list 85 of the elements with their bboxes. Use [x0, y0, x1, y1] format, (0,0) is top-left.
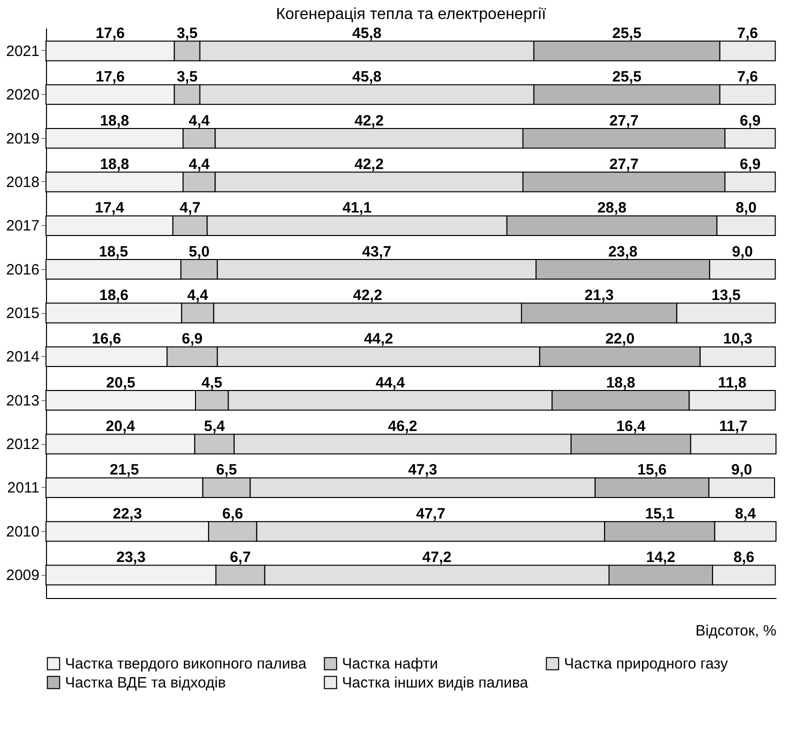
legend-label: Частка ВДЕ та відходів	[65, 674, 226, 692]
y-tick-label: 2013	[6, 392, 40, 410]
data-label: 11,7	[719, 418, 748, 436]
data-label: 21,3	[584, 287, 614, 304]
data-label: 18,8	[100, 156, 130, 173]
data-label: 18,8	[100, 112, 130, 130]
data-label: 45,8	[352, 68, 382, 86]
y-tick-label: 2015	[6, 305, 40, 322]
data-label: 3,5	[176, 68, 198, 86]
data-label: 45,8	[352, 24, 382, 42]
data-label: 42,2	[353, 287, 382, 304]
data-label: 22,3	[112, 505, 142, 522]
data-label: 21,5	[110, 462, 139, 479]
data-label: 10,3	[723, 330, 752, 348]
data-label: 6,9	[740, 156, 761, 173]
data-label: 20,5	[106, 374, 136, 392]
data-label: 5,0	[188, 243, 210, 260]
data-label: 4,7	[180, 200, 200, 217]
data-label: 6,5	[216, 462, 237, 479]
x-axis-title: Відсоток, %	[695, 622, 776, 640]
y-tick-label: 2010	[6, 523, 40, 540]
data-label: 9,0	[731, 462, 752, 479]
data-label: 47,7	[416, 505, 446, 522]
y-tick-label: 2009	[6, 567, 40, 584]
data-label: 15,6	[637, 462, 667, 479]
data-label: 8,6	[733, 549, 754, 566]
data-label: 47,3	[408, 462, 438, 479]
data-label: 5,4	[204, 418, 226, 436]
y-tick-label: 2016	[6, 261, 40, 278]
data-label: 9,0	[732, 243, 753, 260]
data-label: 43,7	[362, 243, 392, 260]
data-label: 20,4	[106, 418, 136, 436]
data-label: 27,7	[609, 156, 639, 173]
data-label: 6,9	[740, 112, 761, 130]
legend-label: Частка нафти	[342, 656, 438, 673]
data-label: 23,8	[608, 243, 638, 260]
legend-label: Частка твердого викопного палива	[65, 656, 308, 673]
data-label: 42,2	[354, 156, 384, 173]
y-tick-label: 2019	[6, 130, 40, 148]
data-label: 44,2	[364, 330, 394, 348]
y-tick-label: 2017	[6, 218, 40, 235]
data-label: 3,5	[176, 24, 198, 42]
data-label: 47,2	[422, 549, 452, 566]
data-label: 41,1	[342, 200, 372, 217]
legend-label: Частка природного газу	[564, 656, 728, 673]
data-label: 18,5	[98, 243, 128, 260]
data-label: 4,4	[187, 287, 209, 304]
data-label: 4,4	[188, 156, 210, 173]
data-label: 7,6	[737, 24, 758, 42]
data-label: 14,2	[646, 549, 676, 566]
legend-label: Частка інших видів палива	[342, 674, 529, 692]
data-label: 22,0	[605, 330, 635, 348]
data-label: 6,9	[182, 330, 203, 348]
y-tick-label: 2020	[6, 86, 40, 104]
data-label: 42,2	[354, 112, 384, 130]
data-label: 6,6	[222, 505, 244, 522]
data-label: 27,7	[609, 112, 639, 130]
data-label: 17,6	[96, 24, 125, 42]
data-label: 23,3	[116, 549, 146, 566]
y-tick-label: 2014	[6, 348, 40, 366]
data-label: 25,5	[612, 24, 642, 42]
data-label: 16,4	[616, 418, 646, 436]
data-label: 11,8	[718, 374, 746, 392]
data-label: 15,1	[645, 505, 674, 522]
data-label: 13,5	[711, 287, 741, 304]
data-label: 25,5	[612, 68, 642, 86]
chart-title: Когенерація тепла та електроенергії	[276, 6, 547, 23]
data-label: 4,4	[188, 112, 210, 130]
data-label: 6,7	[230, 549, 251, 566]
data-label: 46,2	[388, 418, 418, 436]
data-label: 8,0	[736, 200, 757, 217]
y-tick-label: 2021	[6, 42, 40, 60]
data-label: 4,5	[201, 374, 222, 392]
data-label: 8,4	[734, 505, 756, 522]
data-label: 7,6	[737, 68, 758, 86]
y-tick-label: 2012	[6, 436, 40, 454]
data-label: 18,8	[606, 374, 636, 392]
data-label: 16,6	[92, 330, 122, 348]
data-label: 18,6	[99, 287, 128, 304]
data-label: 17,6	[96, 68, 125, 86]
data-label: 44,4	[376, 374, 406, 392]
data-label: 28,8	[597, 200, 627, 217]
data-label: 17,4	[94, 200, 125, 217]
y-tick-label: 2011	[7, 480, 40, 497]
y-tick-label: 2018	[6, 174, 40, 191]
